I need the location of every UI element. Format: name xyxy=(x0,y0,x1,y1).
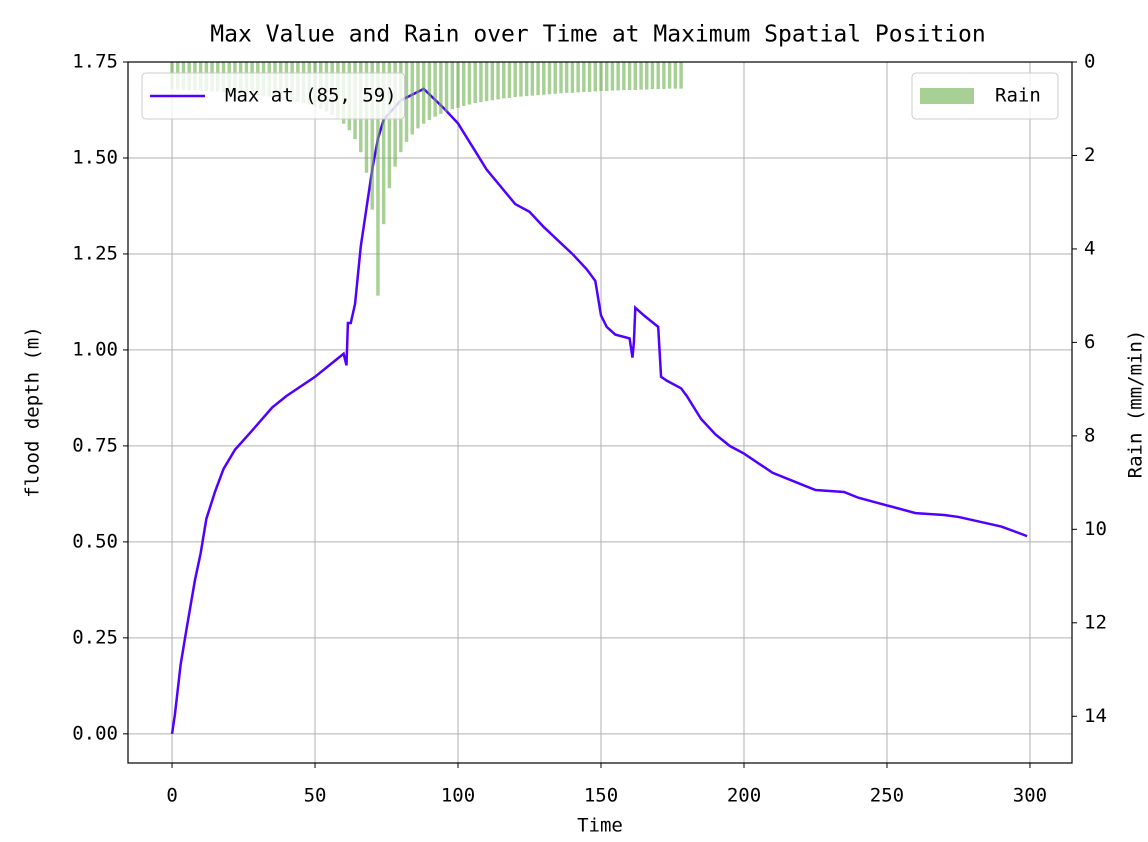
y2-axis-label: Rain (mm/min) xyxy=(1125,330,1147,479)
rain-bar xyxy=(433,62,437,117)
rain-bar xyxy=(530,62,535,96)
x-tick-label: 250 xyxy=(870,785,904,807)
legend-box xyxy=(911,72,1059,120)
rain-bar xyxy=(645,62,649,90)
rain-bar xyxy=(404,62,409,142)
rain-bar xyxy=(502,62,506,99)
y2-tick-label: 2 xyxy=(1084,144,1095,166)
rain-bar xyxy=(662,62,666,90)
rain-bar xyxy=(376,62,380,296)
rain-bar xyxy=(610,62,615,91)
y-tick-label: 0.75 xyxy=(72,434,118,456)
rain-bar xyxy=(639,62,643,90)
legend-box xyxy=(141,72,405,120)
y2-tick-label: 6 xyxy=(1084,331,1095,353)
rain-bar xyxy=(513,62,517,98)
y2-tick-label: 14 xyxy=(1084,705,1107,727)
rain-bar xyxy=(622,62,626,91)
rain-bar xyxy=(387,62,392,189)
legend-label: Max at (85, 59) xyxy=(225,85,397,107)
rain-bar xyxy=(673,62,678,89)
x-tick-label: 200 xyxy=(727,785,761,807)
legend-swatch xyxy=(920,88,974,104)
y-tick-label: 0.00 xyxy=(72,722,118,744)
rain-bar xyxy=(599,62,603,91)
rain-bar xyxy=(490,62,495,101)
rain-bar xyxy=(467,62,472,105)
rain-bar xyxy=(605,62,609,91)
y2-tick-label: 0 xyxy=(1084,51,1095,73)
rain-bar xyxy=(496,62,500,100)
x-tick-label: 0 xyxy=(166,785,177,807)
rain-bar xyxy=(547,62,552,95)
x-tick-label: 150 xyxy=(584,785,618,807)
rain-bar xyxy=(616,62,620,91)
rain-bar xyxy=(519,62,523,97)
y2-tick-label: 8 xyxy=(1084,424,1095,446)
rain-bar xyxy=(473,62,477,104)
y-tick-label: 1.50 xyxy=(72,146,118,168)
y-tick-label: 1.00 xyxy=(72,338,118,360)
rain-bar xyxy=(536,62,540,96)
rain-bar xyxy=(627,62,632,91)
rain-bar xyxy=(656,62,660,90)
rain-bar xyxy=(381,62,386,225)
rain-bar xyxy=(542,62,546,95)
rain-bar xyxy=(427,62,432,120)
rain-bar xyxy=(507,62,512,98)
rain-bar xyxy=(416,62,420,129)
y2-tick-label: 10 xyxy=(1084,518,1107,540)
rain-bar xyxy=(450,62,455,110)
rain-bar xyxy=(593,62,597,92)
chart-title: Max Value and Rain over Time at Maximum … xyxy=(210,22,985,48)
y-tick-label: 1.25 xyxy=(72,242,118,264)
rain-bar xyxy=(410,62,414,135)
legend-label: Rain xyxy=(995,85,1041,107)
y2-tick-label: 12 xyxy=(1084,611,1107,633)
plot-frame xyxy=(127,61,1073,764)
rain-bar xyxy=(444,62,449,112)
y-tick-label: 0.25 xyxy=(72,626,118,648)
rain-bar xyxy=(484,62,489,102)
rain-bar xyxy=(421,62,426,124)
rain-bar xyxy=(587,62,592,92)
x-tick-label: 50 xyxy=(304,785,327,807)
rain-bar xyxy=(576,62,580,93)
rain-bar xyxy=(570,62,575,93)
rain-bar xyxy=(679,62,683,89)
rain-bar xyxy=(559,62,563,94)
rain-bar xyxy=(667,62,672,89)
y-tick-label: 1.75 xyxy=(72,51,118,73)
rain-bar xyxy=(456,62,460,108)
rain-bar xyxy=(479,62,483,103)
data-line xyxy=(170,87,1028,735)
y2-tick-label: 4 xyxy=(1084,237,1095,259)
rain-bar xyxy=(582,62,586,92)
rain-bar xyxy=(564,62,569,93)
rain-bar xyxy=(439,62,443,114)
y-tick-label: 0.50 xyxy=(72,530,118,552)
rain-bar xyxy=(370,62,374,210)
rain-bar xyxy=(524,62,529,97)
y-axis-label: flood depth (m) xyxy=(22,326,44,498)
rain-bar xyxy=(650,62,655,90)
x-axis-label: Time xyxy=(577,815,623,837)
x-tick-label: 100 xyxy=(441,785,475,807)
rain-bar xyxy=(462,62,466,106)
x-tick-label: 300 xyxy=(1013,785,1047,807)
rain-bar xyxy=(633,62,638,91)
rain-bar xyxy=(553,62,557,94)
